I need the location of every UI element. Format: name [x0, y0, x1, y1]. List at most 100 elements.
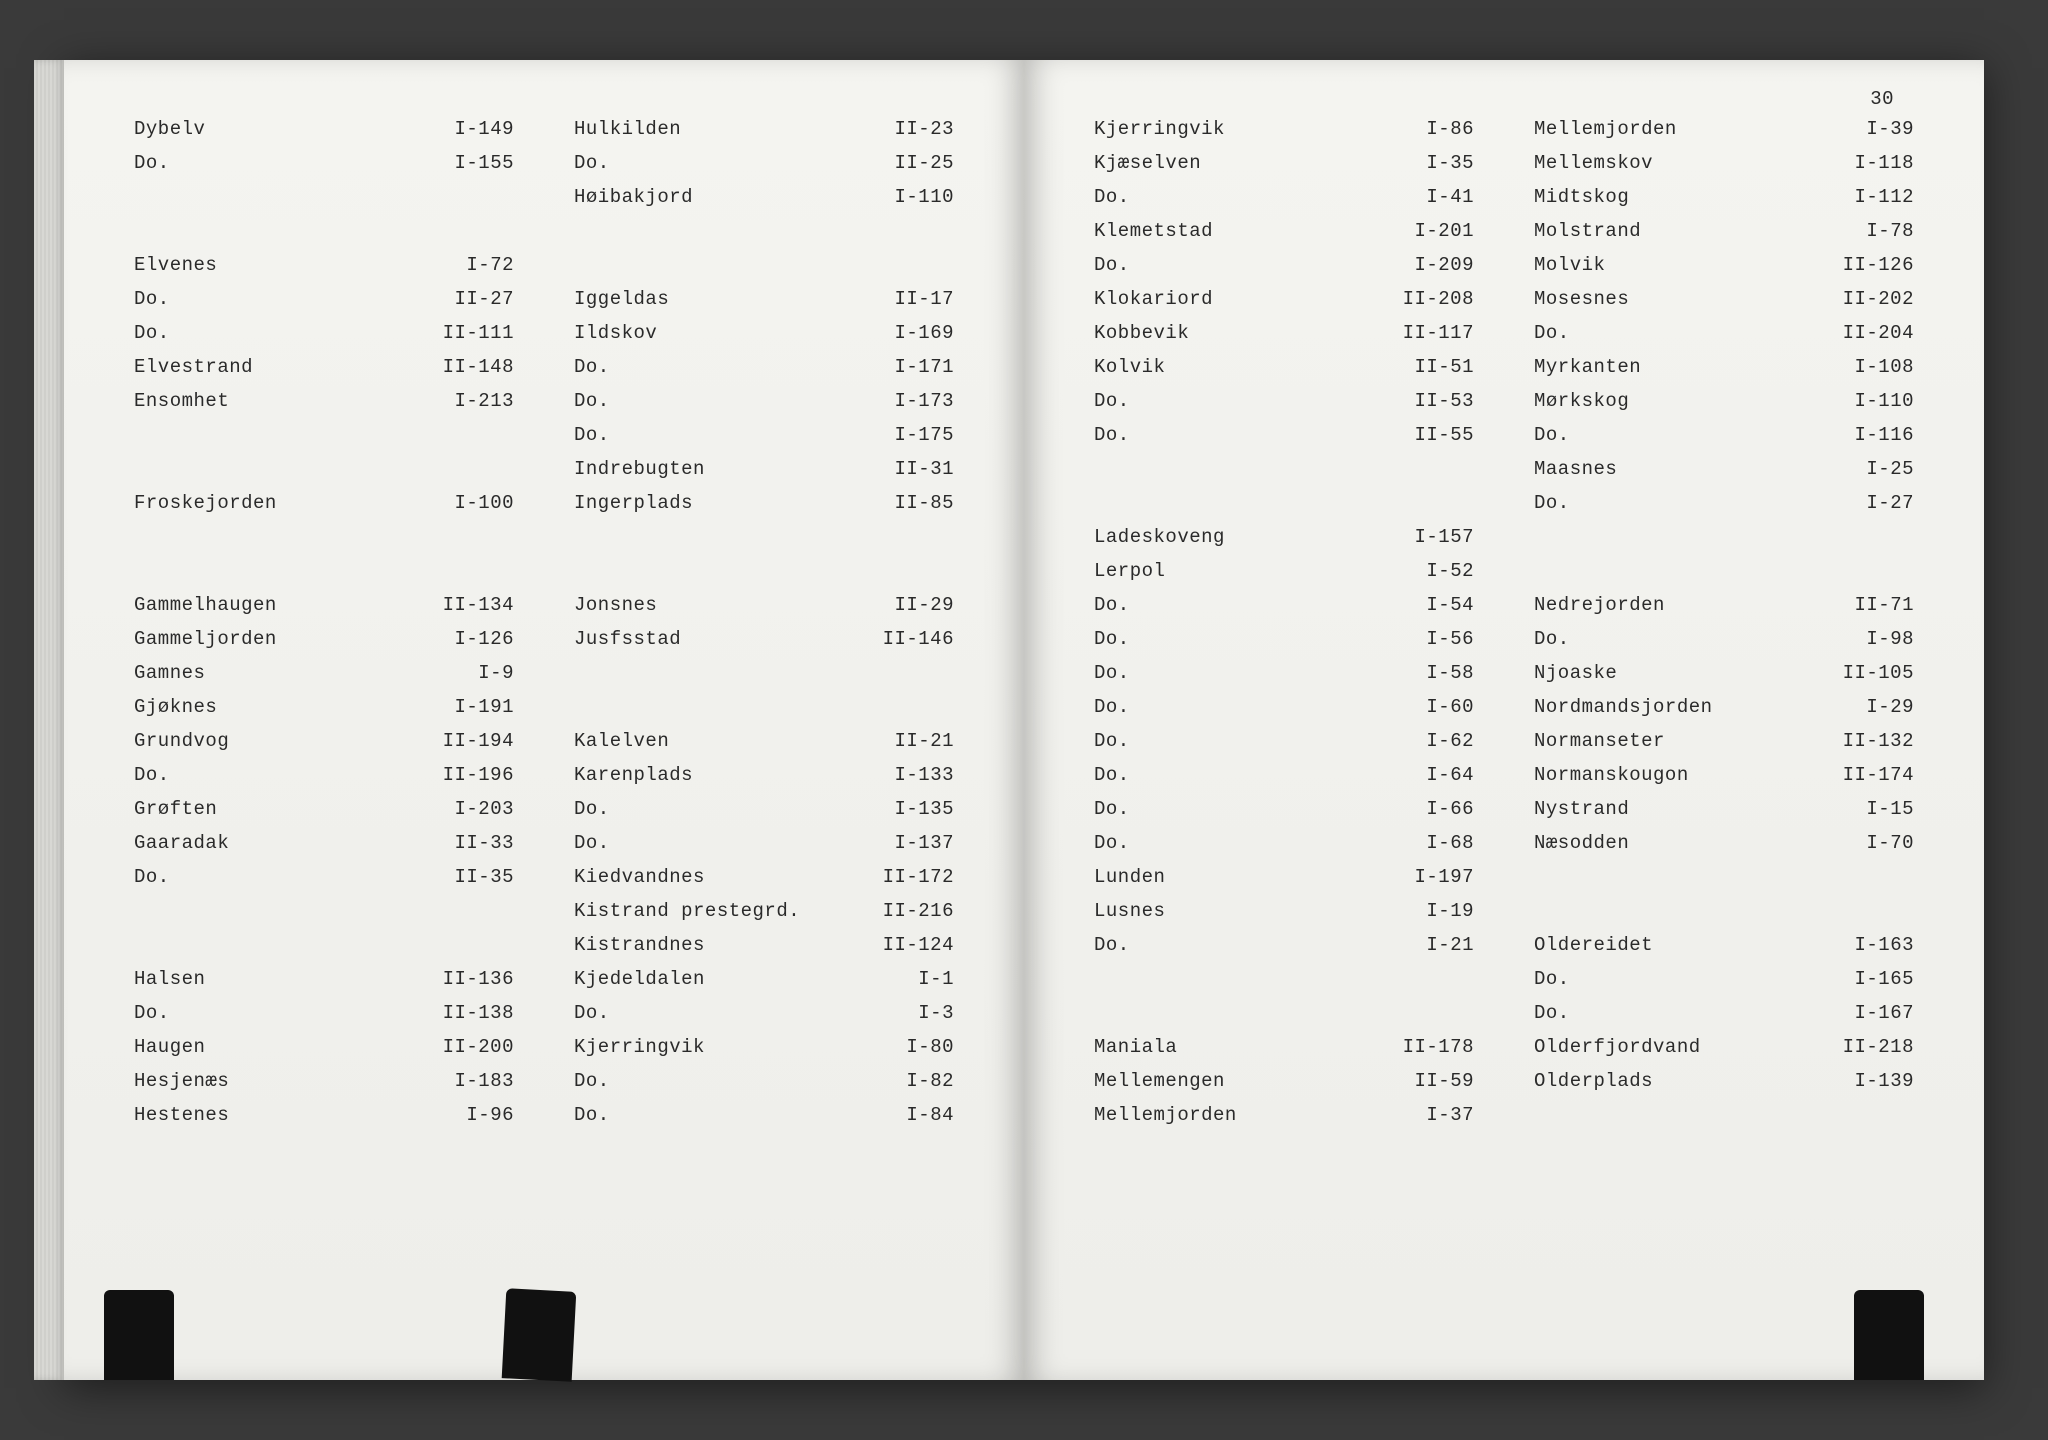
index-entry: Do.II-53: [1094, 392, 1474, 426]
entry-ref: II-117: [1384, 324, 1474, 343]
index-entry: Klokariord II-208: [1094, 290, 1474, 324]
index-entry: GjøknesI-191: [134, 698, 514, 732]
entry-name: Do.: [1094, 698, 1372, 717]
entry-ref: II-31: [864, 460, 954, 479]
index-entry: Do.II-204: [1534, 324, 1914, 358]
entry-name: Molstrand: [1534, 222, 1812, 241]
entry-ref: II-71: [1824, 596, 1914, 615]
entry-ref: II-138: [424, 1004, 514, 1023]
entry-name: Do.: [574, 800, 852, 819]
binder-clip: [1854, 1290, 1924, 1380]
blank-row: [1534, 562, 1914, 596]
entry-ref: I-155: [424, 154, 514, 173]
entry-ref: I-58: [1384, 664, 1474, 683]
entry-name: Do.: [1534, 324, 1812, 343]
entry-ref: I-110: [1824, 392, 1914, 411]
entry-name: Do.: [574, 392, 852, 411]
entry-ref: I-25: [1824, 460, 1914, 479]
blank-row: [134, 460, 514, 494]
index-entry: KiedvandnesII-172: [574, 868, 954, 902]
index-entry: Do. I-58: [1094, 664, 1474, 698]
entry-ref: I-203: [424, 800, 514, 819]
index-entry: Do.I-3: [574, 1004, 954, 1038]
entry-name: Mørkskog: [1534, 392, 1812, 411]
entry-name: Molvik: [1534, 256, 1812, 275]
entry-ref: II-178: [1384, 1038, 1474, 1057]
index-entry: Do.II-196: [134, 766, 514, 800]
entry-ref: I-137: [864, 834, 954, 853]
entry-name: Do.: [134, 1004, 412, 1023]
entry-name: Næsodden: [1534, 834, 1812, 853]
index-entry: LusnesI-19: [1094, 902, 1474, 936]
entry-name: Lerpol: [1094, 562, 1372, 581]
blank-row: [134, 528, 514, 562]
entry-name: Jusfsstad: [574, 630, 852, 649]
entry-ref: II-132: [1824, 732, 1914, 751]
page-number: 30: [1870, 88, 1894, 110]
entry-ref: I-183: [424, 1072, 514, 1091]
index-entry: ElvestrandII-148: [134, 358, 514, 392]
entry-ref: II-33: [424, 834, 514, 853]
index-entry: Do.I-82: [574, 1072, 954, 1106]
index-entry: Do.I-27: [1534, 494, 1914, 528]
entry-name: Oldereidet: [1534, 936, 1812, 955]
index-entry: IldskovI-169: [574, 324, 954, 358]
entry-name: Normanseter: [1534, 732, 1812, 751]
index-entry: GaaradakII-33: [134, 834, 514, 868]
blank-row: [134, 562, 514, 596]
entry-ref: II-55: [1384, 426, 1474, 445]
index-entry: Do.I-175: [574, 426, 954, 460]
entry-ref: II-134: [424, 596, 514, 615]
blank-row: [574, 698, 954, 732]
entry-ref: I-98: [1824, 630, 1914, 649]
entry-name: Do.: [1094, 664, 1372, 683]
entry-ref: II-208: [1384, 290, 1474, 309]
blank-row: [134, 188, 514, 222]
left-page: DybelvI-149Do.I-155ElvenesI-72Do.II-27Do…: [64, 60, 1024, 1380]
entry-ref: I-9: [424, 664, 514, 683]
entry-name: Maasnes: [1534, 460, 1812, 479]
entry-ref: I-35: [1384, 154, 1474, 173]
blank-row: [134, 902, 514, 936]
entry-name: Do.: [1094, 630, 1372, 649]
entry-ref: II-29: [864, 596, 954, 615]
entry-ref: I-213: [424, 392, 514, 411]
index-entry: Do.I-68: [1094, 834, 1474, 868]
entry-ref: II-35: [424, 868, 514, 887]
index-entry: MyrkantenI-108: [1534, 358, 1914, 392]
entry-ref: II-202: [1824, 290, 1914, 309]
index-entry: Do. II-55: [1094, 426, 1474, 460]
index-entry: GammeljordenI-126: [134, 630, 514, 664]
right-page: 30 KjerringvikI-86KjæselvenI-35Do.I-41Kl…: [1024, 60, 1984, 1380]
index-entry: NjoaskeII-105: [1534, 664, 1914, 698]
entry-name: Do.: [1094, 392, 1372, 411]
entry-name: Kalelven: [574, 732, 852, 751]
entry-name: Do.: [574, 154, 852, 173]
entry-ref: I-118: [1824, 154, 1914, 173]
entry-ref: I-173: [864, 392, 954, 411]
entry-ref: II-136: [424, 970, 514, 989]
blank-row: [1534, 868, 1914, 902]
entry-ref: I-62: [1384, 732, 1474, 751]
entry-ref: I-1: [864, 970, 954, 989]
entry-name: Hulkilden: [574, 120, 852, 139]
index-entry: MellemjordenI-37: [1094, 1106, 1474, 1140]
index-entry: KjæselvenI-35: [1094, 154, 1474, 188]
entry-name: Klokariord: [1094, 290, 1372, 309]
entry-ref: II-124: [864, 936, 954, 955]
entry-ref: I-201: [1384, 222, 1474, 241]
index-entry: Do.I-167: [1534, 1004, 1914, 1038]
index-entry: Do.I-98: [1534, 630, 1914, 664]
entry-ref: I-72: [424, 256, 514, 275]
entry-name: Mosesnes: [1534, 290, 1812, 309]
index-entry: NordmandsjordenI-29: [1534, 698, 1914, 732]
index-entry: LadeskovengI-157: [1094, 528, 1474, 562]
entry-name: Do.: [1094, 256, 1372, 275]
entry-ref: I-96: [424, 1106, 514, 1125]
index-entry: LerpolI-52: [1094, 562, 1474, 596]
entry-name: Ladeskoveng: [1094, 528, 1372, 547]
index-entry: Kistrand prestegrd.II-216: [574, 902, 954, 936]
entry-name: Do.: [1094, 426, 1372, 445]
index-entry: Do.I-209: [1094, 256, 1474, 290]
entry-ref: I-66: [1384, 800, 1474, 819]
